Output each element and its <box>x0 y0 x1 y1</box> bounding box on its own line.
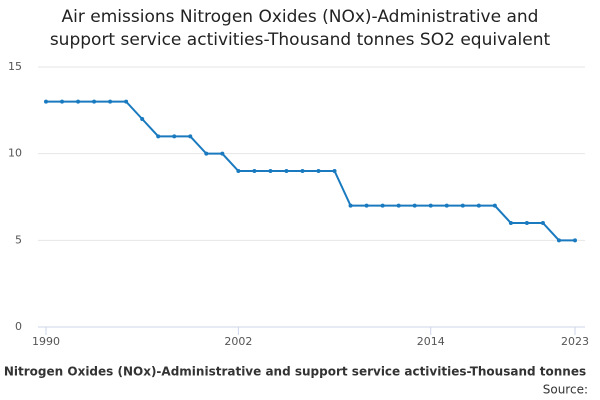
data-point <box>124 99 129 104</box>
y-tick-label: 0 <box>15 320 22 333</box>
data-point <box>492 203 497 208</box>
data-point <box>380 203 385 208</box>
chart-title: Air emissions Nitrogen Oxides (NOx)-Admi… <box>49 7 551 50</box>
data-point <box>412 203 417 208</box>
data-point <box>220 151 225 156</box>
data-point <box>108 99 113 104</box>
data-line <box>46 100 575 242</box>
data-point <box>540 221 545 225</box>
data-point <box>364 203 369 208</box>
data-point <box>140 117 145 121</box>
data-point <box>573 238 577 243</box>
data-point <box>76 99 81 104</box>
data-point <box>300 169 305 173</box>
data-point <box>332 169 337 173</box>
data-point <box>44 99 48 104</box>
data-point <box>188 134 193 139</box>
data-point <box>444 203 449 208</box>
x-tick-label: 1990 <box>32 335 60 348</box>
data-point <box>348 203 353 208</box>
data-point <box>556 238 561 243</box>
y-tick-label: 10 <box>8 147 22 160</box>
data-point <box>284 169 289 173</box>
data-point <box>172 134 177 139</box>
data-point <box>524 221 529 225</box>
data-point <box>396 203 401 208</box>
x-tick-label: 2023 <box>561 335 589 348</box>
data-point <box>252 169 257 173</box>
y-tick-label: 5 <box>15 233 22 246</box>
data-point <box>156 134 161 139</box>
x-axis-label: Nitrogen Oxides (NOx)-Administrative and… <box>4 365 586 379</box>
data-point <box>204 151 209 156</box>
x-tick-label: 2002 <box>224 335 252 348</box>
data-point <box>60 99 65 104</box>
data-point <box>460 203 465 208</box>
x-tick-label: 2014 <box>417 335 445 348</box>
data-point <box>508 221 513 225</box>
data-point <box>428 203 433 208</box>
source: Source: <box>543 383 588 397</box>
data-point <box>476 203 481 208</box>
data-point <box>92 99 97 104</box>
data-point <box>316 169 321 173</box>
y-tick-label: 15 <box>8 60 22 73</box>
data-point <box>268 169 273 173</box>
data-point <box>236 169 241 173</box>
